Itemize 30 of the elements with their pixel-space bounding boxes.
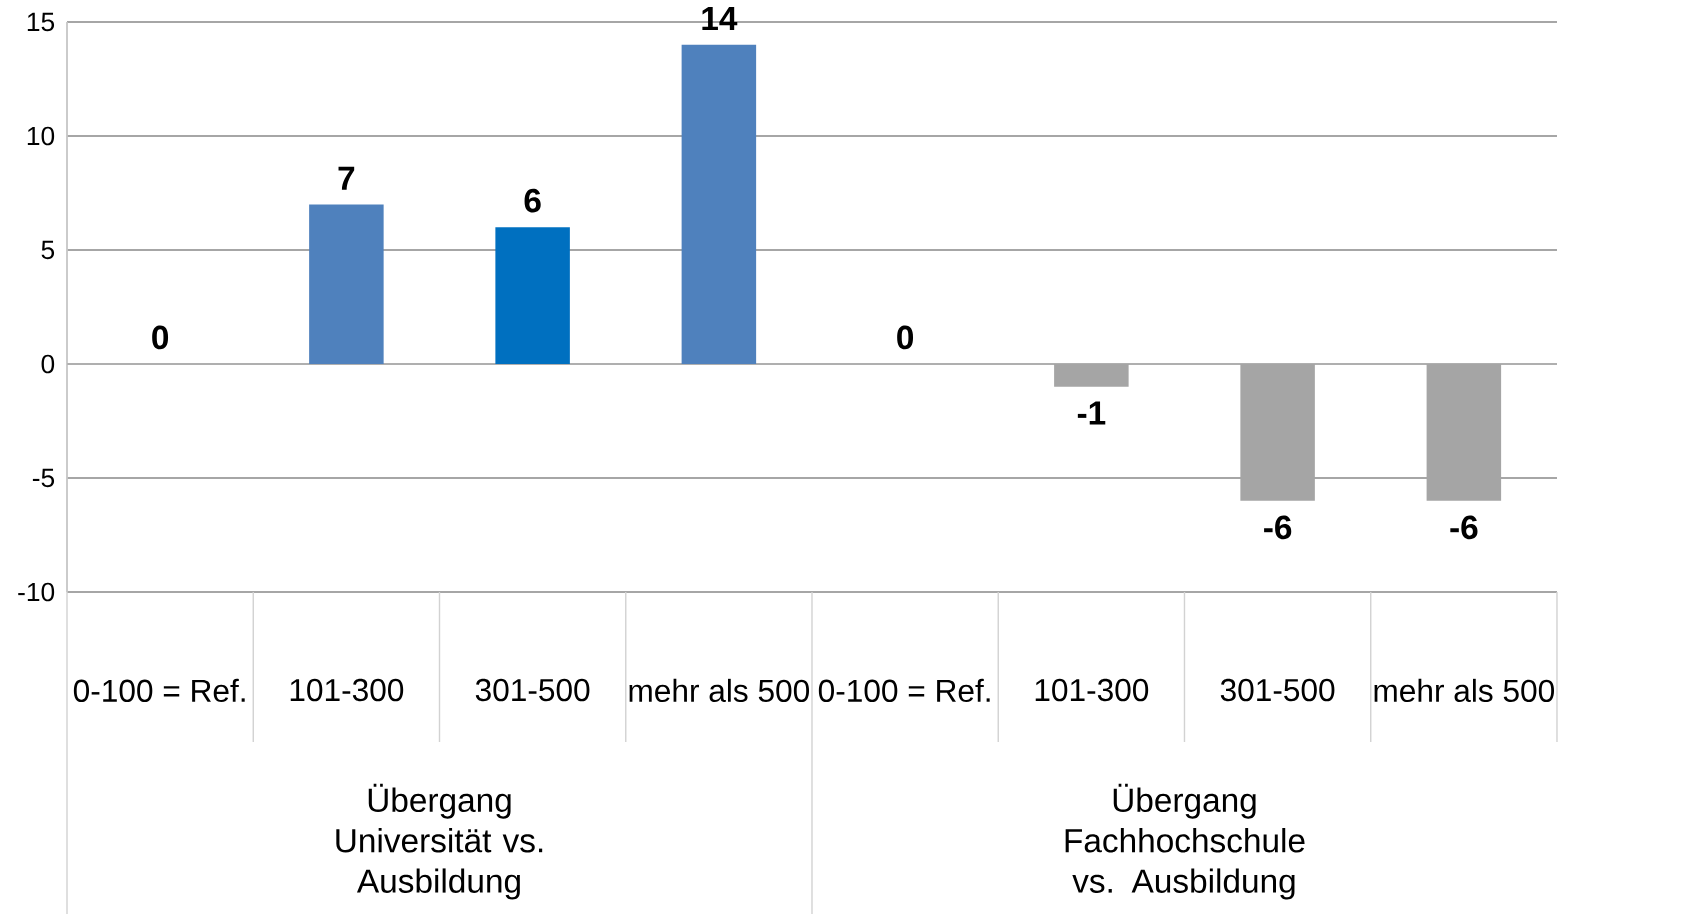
bar xyxy=(1054,364,1129,387)
bar xyxy=(681,44,757,364)
data-label: 14 xyxy=(702,7,738,31)
y-tick-label: 5 xyxy=(41,240,55,260)
bar xyxy=(1426,364,1502,501)
y-tick-label: 10 xyxy=(27,126,55,146)
data-label: 7 xyxy=(338,166,355,190)
x-tick-label: 301-500 xyxy=(475,678,590,702)
data-label: 0 xyxy=(152,325,169,350)
x-tick-label: 101-300 xyxy=(290,678,404,702)
data-label: -1 xyxy=(1077,401,1106,425)
x-tick-label: 0-100 = Ref. xyxy=(818,678,990,703)
y-tick-label: 15 xyxy=(27,12,55,32)
text: Übergang Universität vs. Ausbildung xyxy=(336,783,543,900)
x-tick-label: mehr als 500 xyxy=(629,678,810,703)
y-tick-label: 0 xyxy=(41,354,55,374)
x-tick-label: 301-500 xyxy=(1220,678,1335,702)
data-label: -6 xyxy=(1264,515,1292,540)
x-tick-label: mehr als 500 xyxy=(1374,678,1555,703)
y-tick-label: -10 xyxy=(18,582,55,602)
bar xyxy=(309,204,384,364)
x-tick-label: 0-100 = Ref. xyxy=(73,678,245,703)
data-label: -6 xyxy=(1450,515,1478,540)
bar xyxy=(1240,364,1315,501)
data-label: 6 xyxy=(524,188,541,213)
x-tick-label: 101-300 xyxy=(1035,678,1149,702)
data-label: 0 xyxy=(897,325,914,350)
y-tick-label: -5 xyxy=(32,468,55,488)
bar xyxy=(495,227,570,364)
text: Übergang Fachhochschule vs. Ausbildung xyxy=(1065,783,1305,900)
